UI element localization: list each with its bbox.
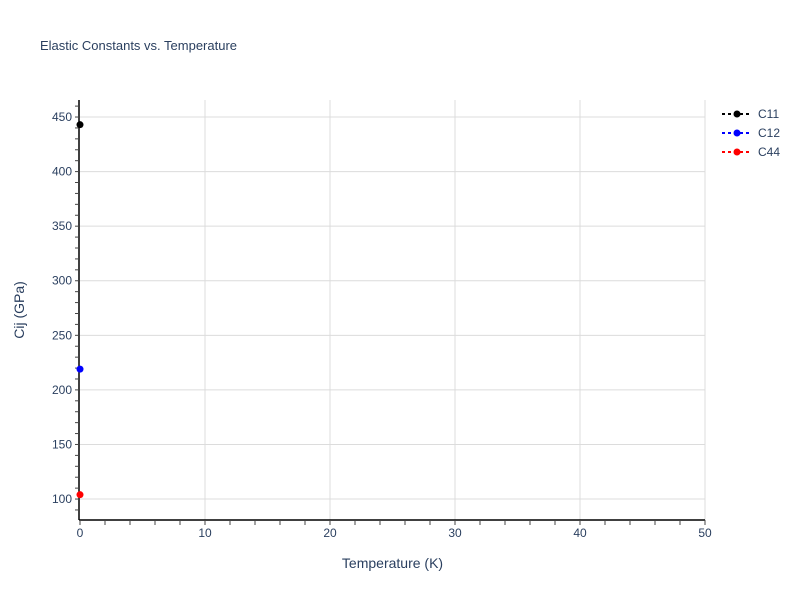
y-tick-label: 450 (52, 110, 72, 124)
x-tick-label: 0 (77, 526, 84, 540)
y-tick-label: 100 (52, 492, 72, 506)
x-tick-label: 20 (323, 526, 337, 540)
y-axis-title: Cij (GPa) (11, 281, 27, 339)
legend-label-C44: C44 (758, 145, 780, 159)
data-point-C44 (76, 491, 84, 499)
x-tick-label: 50 (698, 526, 712, 540)
y-tick-label: 350 (52, 219, 72, 233)
legend-marker-C12 (733, 129, 741, 137)
x-tick-label: 10 (198, 526, 212, 540)
chart-title: Elastic Constants vs. Temperature (40, 38, 238, 53)
x-tick-label: 40 (573, 526, 587, 540)
legend-marker-C44 (733, 148, 741, 156)
legend-marker-C11 (733, 110, 741, 118)
data-point-C11 (76, 121, 84, 129)
legend-label-C12: C12 (758, 126, 780, 140)
y-tick-label: 400 (52, 165, 72, 179)
data-point-C12 (76, 365, 84, 373)
y-tick-label: 300 (52, 274, 72, 288)
y-tick-label: 200 (52, 383, 72, 397)
x-axis-title: Temperature (K) (342, 555, 443, 571)
y-tick-label: 150 (52, 437, 72, 451)
y-tick-label: 250 (52, 328, 72, 342)
legend-label-C11: C11 (758, 107, 779, 121)
x-tick-label: 30 (448, 526, 462, 540)
